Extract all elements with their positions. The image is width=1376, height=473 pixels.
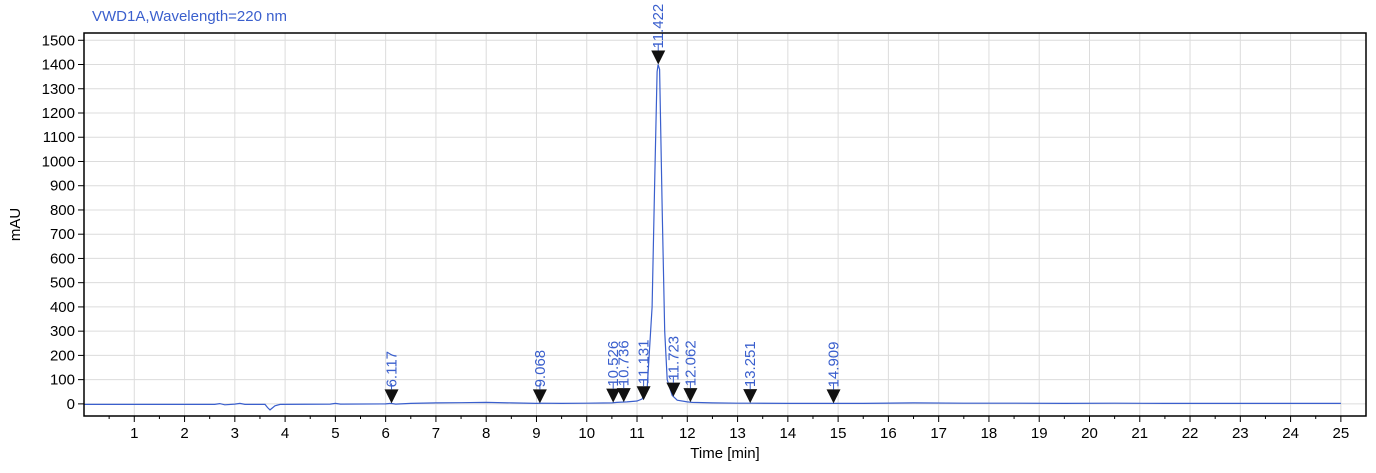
x-tick-label: 15 bbox=[830, 425, 847, 442]
x-tick-label: 8 bbox=[482, 425, 490, 442]
peak-label: 13.251 bbox=[742, 341, 759, 387]
x-tick-label: 5 bbox=[331, 425, 339, 442]
x-tick-label: 22 bbox=[1182, 425, 1199, 442]
x-tick-label: 21 bbox=[1131, 425, 1148, 442]
y-tick-label: 1500 bbox=[42, 32, 75, 49]
y-tick-label: 1200 bbox=[42, 105, 75, 122]
y-tick-label: 300 bbox=[50, 323, 75, 340]
trace-layer bbox=[84, 64, 1341, 411]
peak-marker bbox=[826, 389, 841, 404]
x-tick-label: 6 bbox=[381, 425, 389, 442]
y-tick-label: 1300 bbox=[42, 81, 75, 98]
y-tick-label: 800 bbox=[50, 202, 75, 219]
peak-marker bbox=[532, 389, 547, 404]
x-tick-label: 17 bbox=[930, 425, 947, 442]
peak-marker bbox=[384, 389, 399, 404]
x-tick-label: 14 bbox=[779, 425, 796, 442]
y-tick-label: 100 bbox=[50, 372, 75, 389]
peak-label: 14.909 bbox=[826, 342, 843, 388]
x-tick-label: 18 bbox=[981, 425, 998, 442]
chromatogram-trace bbox=[84, 64, 1341, 411]
x-tick-label: 4 bbox=[281, 425, 289, 442]
peak-label: 10.736 bbox=[616, 340, 633, 386]
y-axis: 0 100 200 300 400 500 600 700 800 900 1000 1100 1200… bbox=[42, 32, 84, 413]
peak-marker bbox=[683, 388, 698, 403]
peak-label: 11.131 bbox=[636, 339, 653, 384]
peak-marker bbox=[616, 388, 631, 403]
y-tick-label: 400 bbox=[50, 299, 75, 316]
x-tick-label: 12 bbox=[679, 425, 696, 442]
x-axis-label: Time [min] bbox=[690, 445, 759, 462]
x-tick-label: 13 bbox=[729, 425, 746, 442]
peak-label: 11.723 bbox=[665, 336, 682, 381]
y-tick-label: 700 bbox=[50, 226, 75, 243]
y-tick-label: 0 bbox=[67, 396, 75, 413]
x-tick-label: 19 bbox=[1031, 425, 1048, 442]
x-tick-label: 16 bbox=[880, 425, 897, 442]
y-axis-label: mAU bbox=[7, 208, 24, 241]
peak-marker bbox=[636, 386, 651, 401]
chart-title: VWD1A,Wavelength=220 nm bbox=[92, 8, 287, 25]
x-tick-label: 24 bbox=[1282, 425, 1299, 442]
peak-label: 11.422 bbox=[650, 4, 667, 49]
peak-label: 9.068 bbox=[532, 350, 549, 388]
y-tick-label: 1100 bbox=[43, 129, 75, 146]
peak-label: 12.062 bbox=[682, 340, 699, 386]
x-axis: 1 2 3 4 5 6 7 8 9 10 11 12 13 14 15 16 17 18 19 20 21 22 23 24 2… bbox=[108, 416, 1350, 442]
peak-marker bbox=[606, 388, 621, 403]
x-tick-label: 23 bbox=[1232, 425, 1249, 442]
x-tick-label: 11 bbox=[629, 425, 645, 442]
y-tick-label: 1400 bbox=[42, 57, 75, 74]
peak-label: 6.117 bbox=[384, 351, 401, 387]
x-tick-label: 20 bbox=[1081, 425, 1098, 442]
x-tick-label: 10 bbox=[578, 425, 595, 442]
peak-marker bbox=[666, 382, 681, 397]
peak-label: 10.526 bbox=[605, 341, 622, 387]
x-tick-label: 7 bbox=[432, 425, 440, 442]
y-tick-label: 500 bbox=[50, 275, 75, 292]
x-tick-label: 9 bbox=[532, 425, 540, 442]
grid-lines bbox=[84, 33, 1366, 416]
y-tick-label: 200 bbox=[50, 347, 75, 364]
y-tick-label: 900 bbox=[50, 178, 75, 195]
y-tick-label: 1000 bbox=[42, 153, 75, 170]
plot-frame bbox=[83, 32, 1367, 417]
x-tick-label: 2 bbox=[180, 425, 188, 442]
peak-marker bbox=[743, 389, 758, 404]
x-tick-label: 3 bbox=[231, 425, 239, 442]
x-tick-label: 1 bbox=[130, 425, 138, 442]
y-tick-label: 600 bbox=[50, 250, 75, 267]
x-tick-label: 25 bbox=[1333, 425, 1350, 442]
peak-marker bbox=[651, 50, 666, 65]
